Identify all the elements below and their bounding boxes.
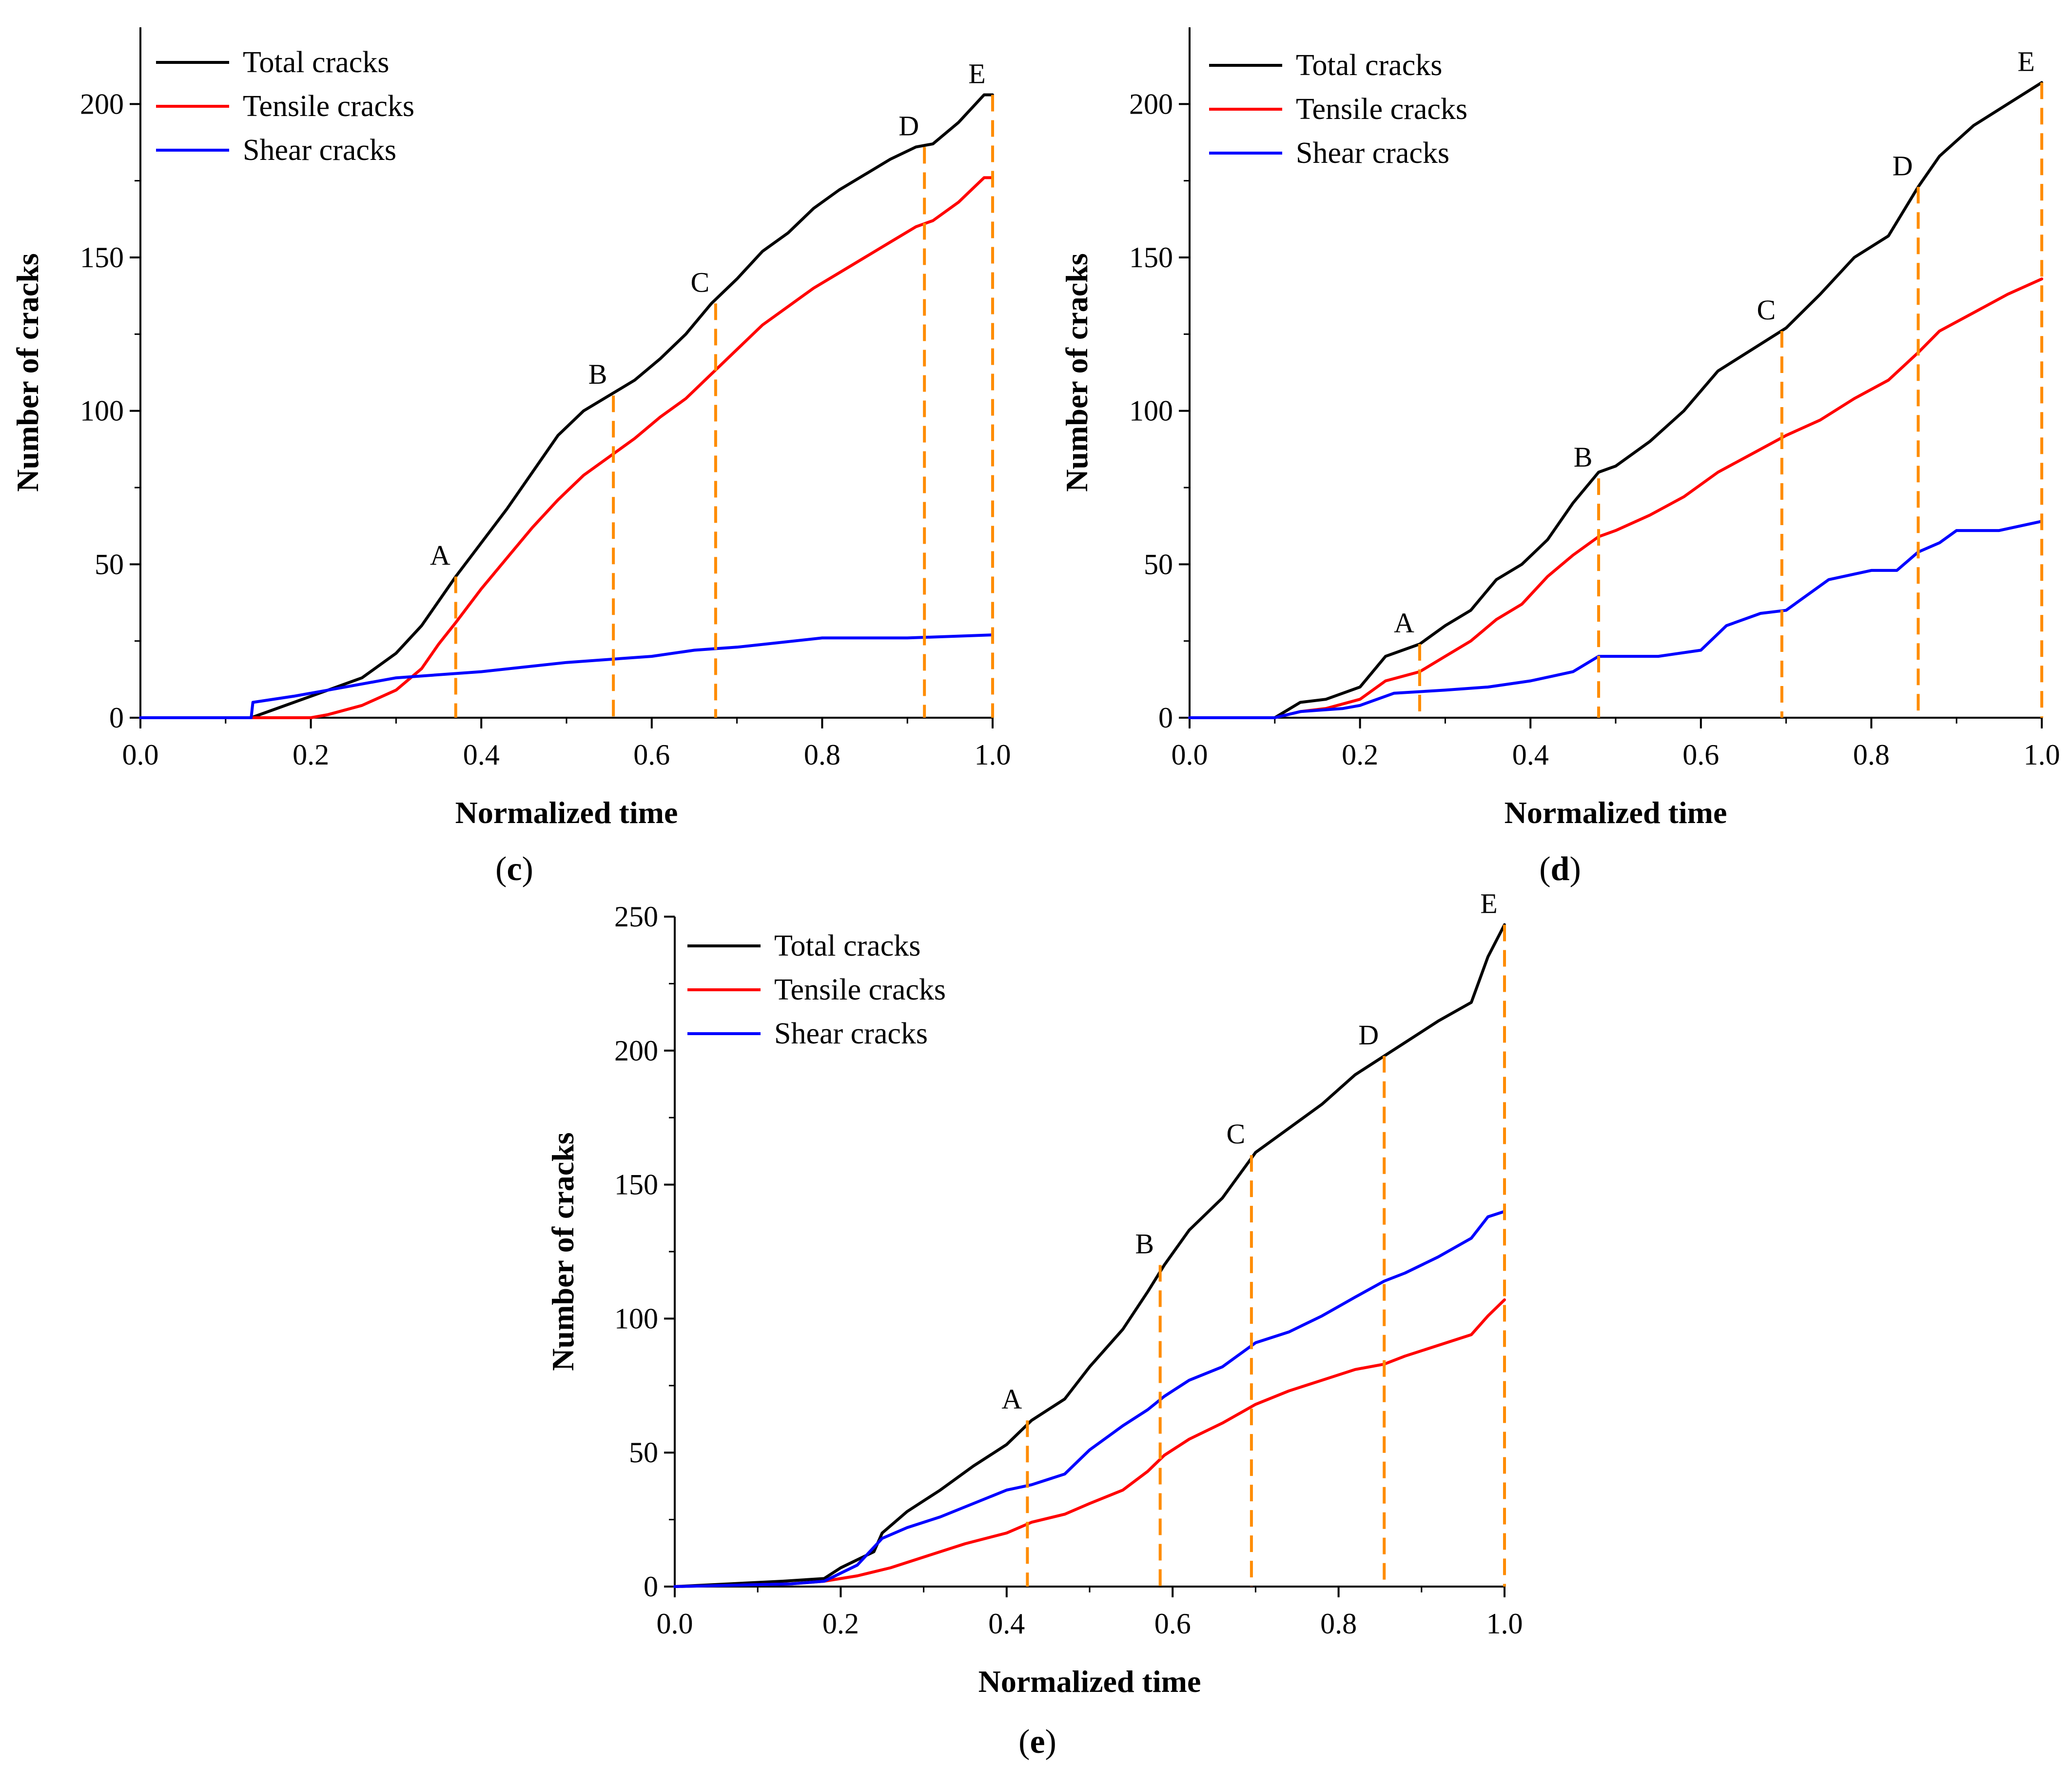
y-tick-label: 100 — [614, 1302, 658, 1334]
series-line-total-cracks — [1188, 81, 2043, 719]
x-tick-label: 1.0 — [2024, 739, 2060, 771]
x-tick-label: 0.4 — [1512, 739, 1549, 771]
x-tick-label: 0.2 — [822, 1608, 859, 1640]
y-axis-label: Number of cracks — [1059, 253, 1094, 491]
x-tick-label: 0.0 — [1172, 739, 1208, 771]
y-tick-label: 200 — [614, 1035, 658, 1067]
stage-marker-label: A — [1001, 1383, 1022, 1415]
x-tick-label: 0.8 — [1320, 1608, 1357, 1640]
legend-entry: Total cracks — [1296, 49, 1442, 82]
stage-marker-label: D — [1358, 1019, 1379, 1051]
panel-label: (c) — [495, 850, 533, 888]
series-line-total-cracks — [139, 93, 994, 719]
stage-marker-label: C — [691, 266, 710, 298]
legend-entry: Tensile cracks — [243, 90, 414, 123]
y-tick-label: 0 — [1158, 702, 1173, 734]
x-tick-label: 1.0 — [975, 739, 1011, 771]
x-tick-label: 0.8 — [804, 739, 841, 771]
y-tick-label: 50 — [95, 548, 124, 580]
series-line-tensile-cracks — [1188, 277, 2043, 719]
y-tick-label: 250 — [614, 901, 658, 933]
y-tick-label: 50 — [1144, 548, 1173, 580]
stage-marker-label: B — [1574, 441, 1593, 473]
y-tick-label: 150 — [80, 241, 124, 274]
legend-entry: Tensile cracks — [1296, 93, 1467, 126]
series-line-shear-cracks — [139, 633, 994, 719]
x-tick-label: 0.4 — [988, 1608, 1025, 1640]
x-tick-label: 0.6 — [1682, 739, 1719, 771]
y-tick-label: 0 — [644, 1570, 658, 1603]
stage-marker-label: A — [1394, 607, 1414, 639]
stage-marker-label: E — [2017, 45, 2034, 77]
legend-entry: Total cracks — [243, 46, 389, 79]
y-tick-label: 150 — [1129, 241, 1173, 274]
stage-marker-label: C — [1757, 294, 1776, 326]
y-axis-label: Number of cracks — [546, 1132, 580, 1371]
chart-panel-e: 0.0 0.2 0.4 0.6 0.8 1.0 0 50 100 150 200 250 Normali… — [546, 887, 1523, 1761]
stage-marker-label: E — [968, 58, 985, 89]
series-line-tensile-cracks — [139, 176, 994, 719]
legend-entry: Shear cracks — [1296, 137, 1449, 170]
stage-marker-label: A — [430, 540, 450, 571]
y-tick-label: 150 — [614, 1169, 658, 1201]
x-tick-label: 0.2 — [1342, 739, 1378, 771]
y-tick-label: 200 — [80, 88, 124, 120]
y-tick-label: 0 — [109, 702, 124, 734]
y-tick-label: 50 — [629, 1436, 658, 1469]
stage-marker-label: C — [1227, 1118, 1246, 1150]
x-tick-label: 0.8 — [1853, 739, 1890, 771]
x-axis-label: Normalized time — [978, 1664, 1201, 1699]
x-axis-label: Normalized time — [455, 795, 678, 830]
x-tick-label: 0.2 — [293, 739, 329, 771]
x-tick-label: 0.0 — [122, 739, 159, 771]
y-tick-label: 200 — [1129, 88, 1173, 120]
legend-entry: Shear cracks — [774, 1017, 928, 1050]
series-line-shear-cracks — [1188, 520, 2043, 719]
legend-entry: Tensile cracks — [774, 973, 946, 1006]
series-line-tensile-cracks — [673, 1298, 1506, 1588]
stage-marker-label: D — [1893, 150, 1913, 181]
legend-entry: Shear cracks — [243, 134, 396, 167]
y-tick-label: 100 — [80, 395, 124, 427]
panel-label: (d) — [1539, 850, 1581, 888]
x-tick-label: 0.0 — [657, 1608, 693, 1640]
legend-entry: Total cracks — [774, 929, 920, 962]
stage-marker-label: D — [899, 110, 919, 141]
x-tick-label: 0.6 — [1154, 1608, 1191, 1640]
chart-panel-c: 0.0 0.2 0.4 0.6 0.8 1.0 0 50 100 150 200 Normalized… — [10, 27, 1011, 888]
x-axis-label: Normalized time — [1505, 795, 1727, 830]
x-tick-label: 0.4 — [463, 739, 500, 771]
y-tick-label: 100 — [1129, 395, 1173, 427]
x-tick-label: 0.6 — [633, 739, 670, 771]
panel-label: (e) — [1018, 1723, 1056, 1761]
stage-marker-label: B — [588, 358, 607, 390]
chart-panel-d: 0.0 0.2 0.4 0.6 0.8 1.0 0 50 100 150 200 Normalized… — [1059, 27, 2060, 888]
stage-marker-label: B — [1135, 1228, 1154, 1259]
series-line-shear-cracks — [673, 1210, 1506, 1588]
y-axis-label: Number of cracks — [10, 253, 45, 491]
x-tick-label: 1.0 — [1486, 1608, 1523, 1640]
stage-marker-label: E — [1480, 887, 1497, 919]
